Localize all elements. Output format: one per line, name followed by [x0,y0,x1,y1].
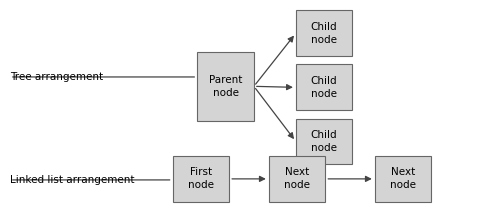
FancyBboxPatch shape [269,156,325,202]
FancyBboxPatch shape [375,156,431,202]
Text: Child
node: Child node [311,76,338,99]
FancyBboxPatch shape [296,10,352,56]
Text: First
node: First node [188,167,214,191]
Text: Next
node: Next node [390,167,416,191]
Text: Child
node: Child node [311,130,338,153]
Text: Parent
node: Parent node [209,75,242,98]
FancyBboxPatch shape [296,64,352,110]
Text: Tree arrangement: Tree arrangement [10,72,103,82]
FancyBboxPatch shape [197,52,254,121]
FancyBboxPatch shape [296,119,352,164]
FancyBboxPatch shape [173,156,229,202]
Text: Linked list arrangement: Linked list arrangement [10,175,135,185]
Text: Child
node: Child node [311,22,338,45]
Text: Next
node: Next node [284,167,310,191]
